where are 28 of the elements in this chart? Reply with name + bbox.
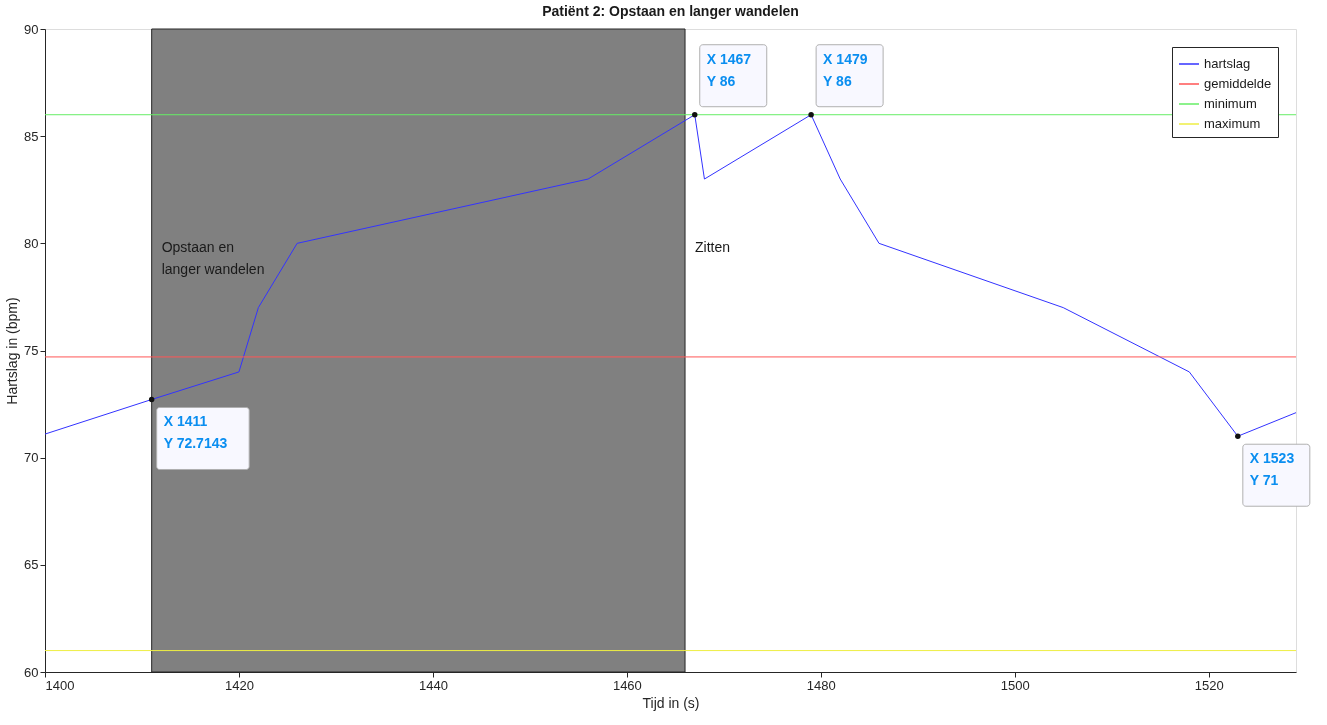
line-series xyxy=(44,114,1297,437)
x-tick-label: 1480 xyxy=(806,677,836,693)
annotation: X 1467 Y 86 xyxy=(706,50,752,89)
x-tick-label: 1500 xyxy=(1000,677,1030,693)
annotation: X 1411 Y 72.7143 xyxy=(163,413,228,452)
y-tick-label: 70 xyxy=(24,450,39,466)
legend-label: gemiddelde xyxy=(1204,76,1272,91)
x-tick-label: 1520 xyxy=(1194,677,1224,693)
annotation: X 1523 Y 71 xyxy=(1249,450,1295,489)
legend-label: maximum xyxy=(1204,116,1261,131)
y-tick-label: 90 xyxy=(24,21,39,37)
annotation: Zitten xyxy=(695,238,731,255)
y-tick-label: 80 xyxy=(24,235,39,251)
y-tick-label: 85 xyxy=(24,128,39,144)
y-tick-label: 65 xyxy=(24,557,39,573)
annotation: X 1479 Y 86 xyxy=(823,50,868,89)
legend-label: hartslag xyxy=(1204,56,1251,71)
x-tick-label: 1420 xyxy=(224,677,254,693)
chart-title: Patiënt 2: Opstaan en langer wandelen xyxy=(542,3,799,19)
y-axis-title: Hartslag in (bpm) xyxy=(4,297,21,405)
y-tick-label: 60 xyxy=(24,664,39,680)
y-tick-label: 75 xyxy=(24,343,39,358)
x-tick-label: 1400 xyxy=(45,677,75,693)
x-tick-label: 1440 xyxy=(418,677,448,693)
x-axis-title: Tijd in (s) xyxy=(642,694,700,711)
legend-label: minimum xyxy=(1204,96,1257,111)
band-label: Opstaan en langer wandelen xyxy=(161,238,265,277)
x-tick-label: 1460 xyxy=(612,677,642,693)
